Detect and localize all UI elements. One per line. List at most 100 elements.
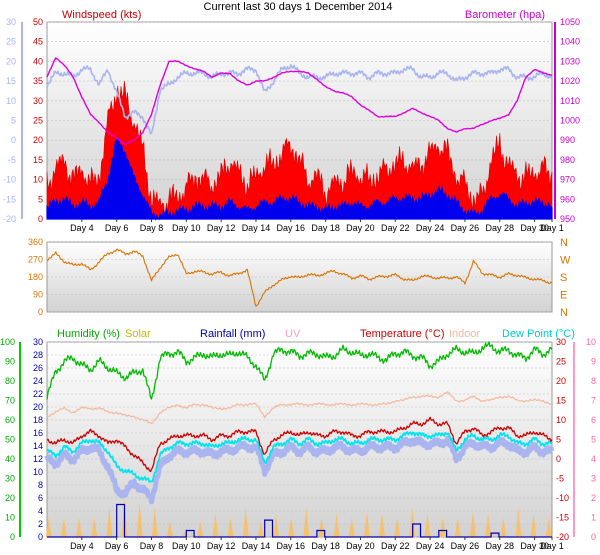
dewpoint-legend-label: Dew Point (°C) [502, 328, 575, 340]
rain-tick-label: 26 [33, 363, 43, 373]
direction-tick-label: 0 [38, 307, 43, 317]
solar-peak [136, 501, 143, 537]
baro-tick-label: 990 [560, 135, 575, 145]
solar-peak [272, 513, 279, 537]
temp-left-tick-label: 25 [6, 37, 16, 47]
panel-wind-barometer: 0 5 10 15 20 25 30 35 40 45 50 -20 -15 -10 -5 0 5 10 15 20 2… [3, 9, 580, 233]
baro-tick-label: 1010 [560, 96, 580, 106]
wind-tick-label: 10 [33, 175, 43, 185]
humidity-tick-label: 50 [5, 435, 15, 445]
solar-peak [197, 521, 204, 537]
x-tick-label: Day 4 [70, 541, 94, 551]
temp-left-tick-label: 30 [6, 17, 16, 27]
humidity-tick-label: 40 [5, 454, 15, 464]
baro-tick-label: 1000 [560, 116, 580, 126]
uv-tick-label: 8 [591, 376, 596, 386]
compass-tick-label: N [560, 307, 568, 319]
indoor-series [46, 391, 553, 424]
baro-tick-label: 1030 [560, 56, 580, 66]
solar-peak [439, 517, 446, 537]
solar-legend-label: Solar [125, 328, 151, 340]
uv-tick-label: 2 [591, 493, 596, 503]
panel2-series [46, 248, 553, 307]
compass-tick-label: N [560, 237, 568, 249]
temp-right-tick-label: -10 [556, 493, 569, 503]
wind-tick-label: 25 [33, 116, 43, 126]
x-tick-label: Day 6 [105, 223, 129, 233]
x-tick-label: Day 16 [277, 223, 306, 233]
rain-tick-label: 4 [38, 506, 43, 516]
rain-tick-label: 28 [33, 350, 43, 360]
humidity-tick-label: 80 [5, 376, 15, 386]
rainfall-series [47, 503, 552, 538]
humidity-tick-label: 0 [10, 532, 15, 542]
temp-right-tick-label: 0 [556, 454, 561, 464]
wind-tick-label: 15 [33, 155, 43, 165]
solar-peak [60, 517, 67, 537]
x-tick-label: Day 12 [207, 541, 236, 551]
uv-tick-label: 0 [591, 532, 596, 542]
solar-peak [76, 517, 83, 537]
x-tick-label: Day 30 [520, 223, 549, 233]
baro-tick-label: 1040 [560, 37, 580, 47]
solar-peak [409, 507, 416, 537]
solar-peak [530, 513, 537, 537]
solar-peak [363, 511, 370, 537]
temp-right-tick-label: 20 [556, 376, 566, 386]
temperature-legend-label: Temperature (°C) [360, 328, 444, 340]
panel-climate: 0246810121416182022242628300102030405060… [0, 328, 596, 551]
solar-peak [288, 517, 295, 537]
x-tick-label: Day 10 [172, 223, 201, 233]
wind-tick-label: 35 [33, 76, 43, 86]
x-tick-label: Day 26 [451, 541, 480, 551]
x-tick-label: Day 24 [416, 541, 445, 551]
chart-title: Current last 30 days 1 December 2014 [204, 1, 393, 13]
direction-tick-label: 180 [28, 272, 43, 282]
barometer-series [46, 57, 553, 146]
x-tick-label: Day 22 [381, 541, 410, 551]
temp-right-tick-label: 30 [556, 337, 566, 347]
wind-tick-label: 40 [33, 56, 43, 66]
temp-left-tick-label: 20 [6, 56, 16, 66]
panel1-axes: 0 5 10 15 20 25 30 35 40 45 50 -20 -15 -10 -5 0 5 10 15 20 2… [3, 17, 580, 233]
dewpoint-series [46, 431, 552, 483]
solar-peak [545, 517, 552, 537]
x-tick-label: Day 8 [140, 223, 164, 233]
uv-tick-label: 7 [591, 396, 596, 406]
compass-tick-label: S [560, 272, 567, 284]
barometer-legend-label: Barometer (hpa) [465, 9, 545, 21]
rain-tick-label: 2 [38, 519, 43, 529]
x-tick-label: Day 30 [520, 541, 549, 551]
rain-tick-label: 16 [33, 428, 43, 438]
indoor-legend-label: Indoor [449, 328, 481, 340]
x-tick-label: Day 8 [140, 541, 164, 551]
solar-peak [424, 513, 431, 537]
apparent-series [44, 435, 555, 505]
x-tick-label: Day 16 [277, 541, 306, 551]
rain-tick-label: 0 [38, 532, 43, 542]
x-tick-label: Day 28 [485, 541, 514, 551]
humidity-legend-label: Humidity (%) [57, 328, 120, 340]
x-tick-label: Day 22 [381, 223, 410, 233]
uv-tick-label: 1 [591, 513, 596, 523]
humidity-tick-label: 20 [5, 493, 15, 503]
solar-peak [500, 517, 507, 537]
temp-left-tick-label: -10 [3, 175, 16, 185]
compass-tick-label: W [560, 255, 571, 267]
temp-left-tick-label: 10 [6, 96, 16, 106]
wind-tick-label: 30 [33, 96, 43, 106]
rain-tick-label: 8 [38, 480, 43, 490]
panel1-series [46, 57, 553, 221]
x-tick-label: Day 28 [485, 223, 514, 233]
humidity-tick-label: 90 [5, 357, 15, 367]
temp-right-tick-label: 25 [556, 357, 566, 367]
solar-peak [469, 511, 476, 537]
temp-left-tick-label: -15 [3, 194, 16, 204]
rain-tick-label: 22 [33, 389, 43, 399]
solar-peak [318, 517, 325, 537]
rain-tick-label: 20 [33, 402, 43, 412]
humidity-series [46, 341, 553, 400]
wind-tick-label: 20 [33, 135, 43, 145]
temperature-series [46, 416, 553, 473]
uv-tick-label: 3 [591, 474, 596, 484]
